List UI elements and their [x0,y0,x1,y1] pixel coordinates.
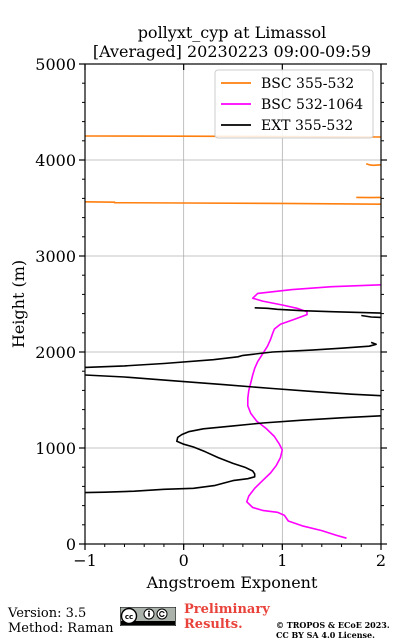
preliminary-notice: Preliminary Results. [184,602,270,632]
method-text: Method: Raman [8,621,114,636]
version-text: Version: 3.5 [8,606,87,621]
chart-title: pollyxt_cyp at Limassol [138,23,327,42]
series-line-3 [84,341,377,369]
series-line-3 [84,415,382,494]
y-tick-label: 2000 [35,343,76,362]
x-tick-label: 2 [376,551,386,570]
legend: BSC 355-532 BSC 532-1064 EXT 355-532 [214,69,374,139]
chart-subtitle: [Averaged] 20230223 09:00-09:59 [93,42,371,61]
x-tick-label: −1 [73,551,97,570]
series-line-3 [254,307,382,314]
y-tick-label: 1000 [35,439,76,458]
preliminary-line2: Results. [184,617,243,632]
series-line-3 [84,374,382,397]
svg-text:cc: cc [125,613,133,621]
series-lines [84,135,382,539]
preliminary-line1: Preliminary [184,602,270,617]
y-tick-label: 5000 [35,55,76,74]
legend-box [214,69,374,139]
series-line-3 [361,314,382,319]
series-line-1 [365,163,382,167]
legend-label: BSC 532-1064 [261,97,363,113]
cc-license-badge: cc [120,607,176,626]
version-info: Version: 3.5 Method: Raman [8,606,114,636]
y-tick-label: 4000 [35,151,76,170]
copyright-line2: CC BY SA 4.0 License. [276,630,375,640]
y-tick-label: 0 [66,535,76,554]
x-axis-label: Angstroem Exponent [146,573,318,592]
x-tick-label: 1 [277,551,287,570]
y-tick-label: 3000 [35,247,76,266]
legend-label: BSC 355-532 [261,76,354,92]
copyright-line1: © TROPOS & ECoE 2023. [276,620,390,630]
y-axis-label: Height (m) [9,260,28,348]
copyright-notice: © TROPOS & ECoE 2023. CC BY SA 4.0 Licen… [276,620,390,640]
series-line-1 [84,201,382,205]
plot-frame [84,63,382,545]
x-tick-label: 0 [179,551,189,570]
legend-label: EXT 355-532 [261,118,353,134]
series-line-2 [246,284,382,539]
